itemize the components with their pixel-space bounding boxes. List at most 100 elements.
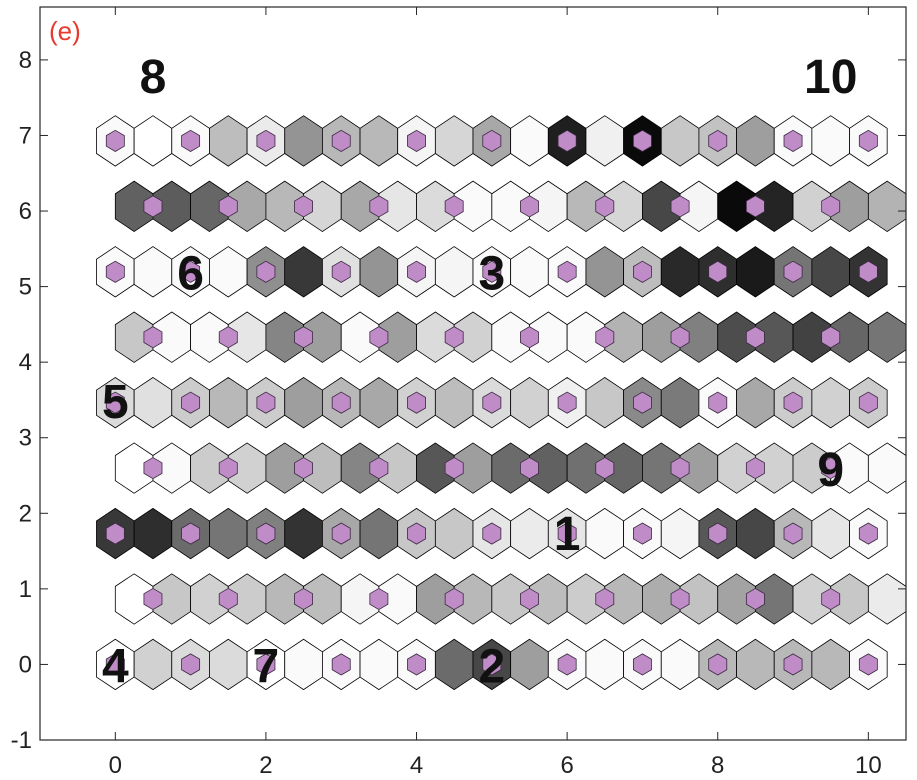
hex-cell-r0-c17 — [736, 638, 775, 691]
y-tick-label-0: 0 — [19, 651, 32, 678]
neuron-marker-8-7 — [633, 129, 652, 152]
neuron-marker-2-4 — [407, 522, 426, 545]
hex-cell-r2-c1 — [133, 507, 173, 560]
neuron-marker-7-3 — [369, 195, 389, 218]
neuron-marker-7-5 — [520, 195, 539, 218]
neuron-marker-7-9 — [821, 195, 841, 218]
neuron-marker-7-1 — [218, 195, 238, 218]
plot-frame — [39, 6, 907, 741]
neuron-marker-5-9 — [821, 326, 841, 349]
hex-cell-r2-c19 — [811, 507, 850, 560]
hex-cell-r8-c5 — [284, 115, 323, 167]
axis-ticks-layer: 0 2 4 6 8 10 -1 0 1 2 3 4 5 6 7 8 — [11, 7, 906, 779]
neuron-marker-1-0 — [143, 587, 163, 611]
hex-cell-r6-c3 — [209, 246, 248, 298]
x-tick-label-6: 6 — [560, 752, 573, 779]
x-tick-label-0: 0 — [109, 752, 122, 779]
neuron-marker-8-4 — [407, 129, 426, 152]
neuron-marker-0-8 — [708, 653, 728, 676]
neuron-marker-7-4 — [444, 195, 464, 218]
hex-cell-r0-c5 — [284, 638, 323, 691]
neuron-marker-8-2 — [256, 129, 276, 152]
neuron-marker-1-7 — [670, 587, 690, 611]
neuron-marker-7-0 — [143, 195, 163, 218]
y-tick-label-2: 2 — [19, 500, 32, 527]
cluster-label-3: 3 — [478, 247, 505, 300]
hex-cell-r2-c3 — [209, 507, 248, 560]
neuron-markers-layer — [105, 129, 878, 676]
neuron-marker-4-4 — [407, 391, 426, 414]
neuron-marker-2-1 — [181, 522, 201, 545]
hex-cell-r4-c7 — [359, 376, 399, 429]
neuron-marker-7-7 — [670, 195, 690, 218]
cluster-label-10: 10 — [804, 51, 857, 104]
hex-cell-r8-c7 — [359, 115, 399, 167]
neuron-marker-0-2 — [256, 653, 276, 676]
hex-cell-r2-c11 — [510, 507, 549, 560]
y-tick-label-5: 5 — [19, 274, 32, 301]
hex-cell-r0-c11 — [510, 638, 549, 691]
hex-cell-r4-c13 — [585, 376, 625, 429]
hex-cell-r4-c3 — [209, 376, 248, 429]
hex-cell-r2-c9 — [434, 507, 474, 560]
hex-cell-r0-c3 — [209, 638, 248, 691]
neuron-marker-7-6 — [595, 195, 615, 218]
y-tick-label-8: 8 — [19, 47, 32, 74]
neuron-marker-3-7 — [670, 457, 690, 480]
neuron-marker-3-5 — [520, 457, 539, 480]
hex-cell-r8-c9 — [434, 115, 474, 167]
neuron-marker-6-2 — [256, 260, 276, 283]
hex-cell-r8-c17 — [736, 115, 775, 167]
hex-cell-r6-c1 — [133, 246, 173, 298]
neuron-marker-8-6 — [557, 129, 577, 152]
hex-cell-r4-c11 — [510, 376, 549, 429]
hex-cell-r2-c17 — [736, 507, 775, 560]
hex-cell-r4-c1 — [133, 376, 173, 429]
hex-cell-r4-c19 — [811, 376, 850, 429]
neuron-marker-1-2 — [294, 587, 314, 611]
hex-cell-r6-c15 — [660, 246, 700, 298]
neuron-marker-5-3 — [369, 326, 389, 349]
neuron-marker-8-8 — [708, 129, 728, 152]
neuron-marker-5-8 — [745, 326, 765, 349]
neuron-marker-4-3 — [331, 391, 351, 414]
neuron-marker-0-10 — [858, 653, 878, 676]
neuron-marker-6-6 — [557, 260, 577, 283]
hex-cell-r6-c11 — [510, 246, 549, 298]
neuron-marker-5-6 — [595, 326, 615, 349]
neuron-marker-0-7 — [633, 653, 652, 676]
y-tick-label--1: -1 — [11, 727, 32, 754]
neuron-marker-2-2 — [256, 522, 276, 545]
neuron-marker-4-9 — [783, 391, 803, 414]
hex-cell-r7-c20 — [867, 180, 907, 233]
y-tick-label-6: 6 — [19, 198, 32, 225]
y-tick-label-1: 1 — [19, 576, 32, 603]
neuron-marker-6-5 — [482, 260, 502, 283]
hex-cell-r4-c17 — [736, 376, 775, 429]
neuron-marker-4-0 — [105, 391, 125, 414]
neuron-marker-6-4 — [407, 260, 426, 283]
hex-cell-r0-c13 — [585, 638, 625, 691]
neuron-marker-3-2 — [294, 457, 314, 480]
hex-cell-r2-c7 — [359, 507, 399, 560]
cluster-labels-layer: 8 10 6 3 5 9 1 4 7 2 — [102, 51, 857, 693]
hex-cell-r8-c1 — [133, 115, 173, 167]
neuron-marker-4-6 — [557, 391, 577, 414]
neuron-marker-5-0 — [143, 326, 163, 349]
hex-cell-r2-c15 — [660, 507, 700, 560]
neuron-marker-6-10 — [858, 260, 878, 283]
neuron-marker-6-7 — [633, 260, 652, 283]
hex-cell-r0-c7 — [359, 638, 399, 691]
neuron-marker-4-7 — [633, 391, 652, 414]
hex-cell-r0-c19 — [811, 638, 850, 691]
hex-cell-r6-c17 — [736, 246, 775, 298]
hex-cell-r8-c19 — [811, 115, 850, 167]
neuron-marker-8-5 — [482, 129, 502, 152]
neuron-marker-1-6 — [595, 587, 615, 611]
panel-label: (e) — [49, 16, 81, 46]
neuron-marker-1-5 — [520, 587, 539, 611]
hex-cell-r6-c5 — [284, 246, 323, 298]
neuron-marker-2-7 — [633, 522, 652, 545]
neuron-marker-8-10 — [858, 129, 878, 152]
neuron-marker-3-1 — [218, 457, 238, 480]
